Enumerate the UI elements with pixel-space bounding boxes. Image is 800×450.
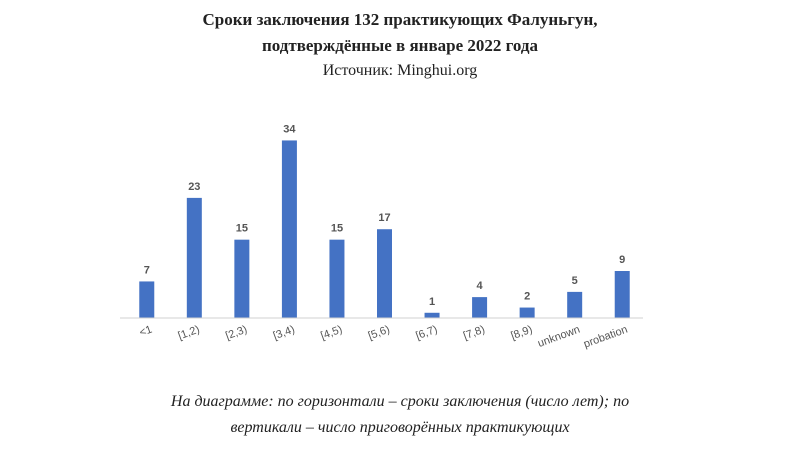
data-label-4: 15 (331, 223, 343, 235)
data-label-0: 7 (144, 264, 150, 276)
bar-6 (424, 312, 440, 318)
data-label-1: 23 (188, 181, 200, 193)
category-label-1: [1,2) (177, 324, 202, 343)
bar-3 (281, 140, 297, 318)
bar-5 (377, 229, 392, 318)
bar-2 (234, 239, 250, 318)
data-label-3: 34 (283, 123, 296, 135)
category-label-7: [7,8) (462, 324, 487, 343)
bar-4 (329, 239, 345, 318)
category-label-6: [6,7) (414, 324, 439, 343)
category-label-4: [4,5) (319, 324, 344, 343)
bar-9 (567, 291, 583, 318)
data-label-9: 5 (572, 275, 578, 287)
category-label-2: [2,3) (224, 324, 249, 343)
category-label-0: <1 (138, 324, 154, 340)
category-label-8: [8,9) (509, 324, 534, 343)
chart-title-line-2: подтверждённые в январе 2022 года (261, 36, 539, 55)
bar-1 (186, 197, 202, 318)
category-label-9: unknown (536, 324, 581, 350)
bar-7 (472, 297, 488, 318)
data-label-8: 2 (524, 291, 530, 303)
category-label-5: [5,6) (367, 324, 392, 343)
category-label-3: [3,4) (272, 324, 297, 343)
bar-0 (139, 281, 155, 318)
bar-10 (614, 271, 630, 318)
bars-group (139, 140, 630, 318)
data-label-10: 9 (619, 254, 625, 266)
caption-line-2: вертикали – число приговорённых практику… (230, 419, 570, 436)
source-label: Источник: Minghui.org (322, 62, 478, 79)
data-label-2: 15 (236, 223, 248, 235)
bar-8 (519, 307, 535, 318)
caption-line-1: На диаграмме: по горизонтали – сроки зак… (170, 393, 630, 410)
chart-title-line-1: Сроки заключения 132 практикующих Фалунь… (202, 10, 598, 29)
data-label-5: 17 (378, 212, 390, 224)
data-label-6: 1 (429, 296, 435, 308)
data-label-7: 4 (477, 280, 484, 292)
category-label-10: probation (582, 324, 629, 351)
